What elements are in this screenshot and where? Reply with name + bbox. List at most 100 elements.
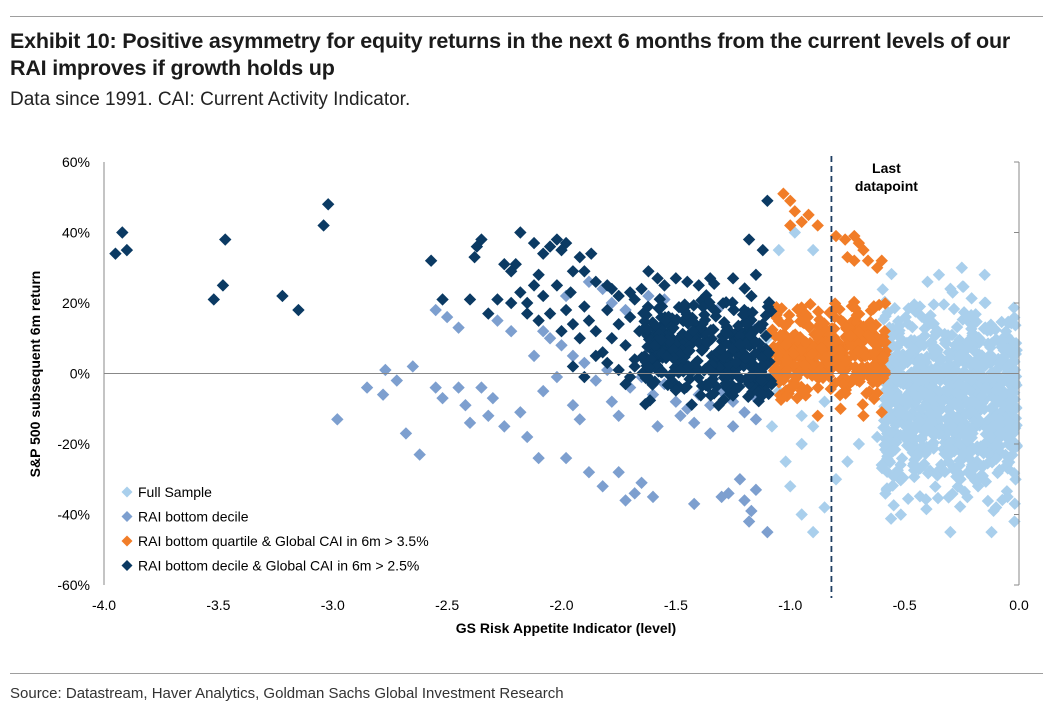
point-series-4	[755, 359, 769, 373]
point-series-1	[995, 377, 1008, 390]
point-series-1	[975, 358, 989, 371]
legend-label: Full Sample	[138, 484, 212, 500]
point-series-1	[1008, 497, 1021, 510]
point-series-3	[784, 194, 797, 207]
point-series-1	[889, 366, 902, 379]
point-series-4	[759, 342, 773, 356]
point-series-4	[759, 329, 773, 343]
point-series-1	[963, 407, 976, 420]
point-series-3	[802, 208, 815, 222]
chart-title: Exhibit 10: Positive asymmetry for equit…	[10, 29, 1011, 80]
point-series-4	[555, 325, 568, 338]
point-series-1	[952, 459, 966, 472]
point-series-1	[942, 491, 955, 504]
point-series-2	[429, 381, 442, 394]
point-series-4	[559, 236, 573, 250]
point-series-3	[829, 229, 843, 243]
point-series-1	[952, 378, 966, 391]
point-series-4	[761, 300, 775, 313]
y-axis-title: S&P 500 subsequent 6m return	[27, 271, 43, 478]
point-series-1	[937, 298, 951, 311]
point-series-1	[901, 492, 915, 505]
point-series-4	[689, 356, 702, 370]
point-series-3	[822, 370, 836, 383]
point-series-1	[908, 389, 922, 402]
point-series-2	[532, 451, 545, 465]
point-series-1	[950, 411, 963, 424]
point-series-1	[913, 357, 926, 371]
point-series-1	[932, 405, 946, 418]
point-series-1	[891, 390, 904, 404]
point-series-2	[749, 483, 763, 497]
point-series-4	[686, 324, 700, 338]
point-series-1	[969, 357, 982, 370]
point-series-1	[806, 420, 820, 433]
point-series-3	[839, 355, 852, 368]
point-series-4	[537, 289, 550, 303]
point-series-4	[687, 316, 701, 329]
point-series-4	[566, 360, 580, 373]
point-series-1	[818, 395, 831, 408]
point-series-1	[985, 525, 998, 539]
point-series-4	[578, 370, 591, 384]
point-series-2	[413, 448, 426, 461]
point-series-4	[726, 389, 740, 402]
point-series-1	[943, 357, 956, 371]
point-series-2	[440, 310, 454, 324]
point-series-2	[749, 413, 763, 426]
point-series-1	[972, 415, 986, 429]
point-series-1	[932, 268, 946, 281]
point-series-3	[870, 261, 884, 274]
point-series-4	[116, 226, 129, 239]
point-series-4	[748, 347, 762, 360]
point-series-1	[946, 421, 959, 434]
point-series-4	[682, 360, 695, 373]
point-series-4	[682, 344, 695, 358]
point-series-4	[680, 380, 693, 394]
point-series-1	[966, 394, 979, 408]
y-tick-label: -40%	[57, 507, 90, 523]
point-series-3	[839, 321, 853, 334]
point-series-1	[993, 463, 1006, 477]
point-series-2	[733, 473, 747, 486]
point-series-1	[896, 471, 910, 484]
point-series-1	[955, 342, 968, 356]
point-series-1	[933, 385, 946, 398]
point-series-1	[948, 396, 961, 409]
point-series-1	[946, 487, 959, 501]
point-series-4	[537, 247, 550, 260]
point-series-4	[635, 282, 648, 296]
point-series-4	[738, 282, 751, 295]
legend-label: RAI bottom decile & Global CAI in 6m > 2…	[138, 558, 419, 574]
point-series-3	[872, 344, 886, 358]
point-series-1	[993, 427, 1006, 440]
point-series-4	[745, 313, 758, 327]
point-series-1	[1002, 415, 1015, 429]
point-series-2	[651, 420, 664, 433]
point-series-3	[787, 347, 800, 361]
point-series-2	[543, 332, 557, 345]
ticks-layer: -4.0 -3.5 -3.0 -2.5 -2.0 -1.5 -1.0 -0.5 0.0 60% 40…	[57, 154, 1029, 613]
point-series-2	[646, 490, 660, 504]
point-series-4	[559, 303, 573, 317]
point-series-4	[589, 275, 603, 289]
point-series-1	[950, 320, 964, 334]
point-series-4	[731, 369, 744, 382]
y-tick-label: 20%	[62, 295, 90, 311]
point-series-3	[816, 336, 829, 349]
point-series-4	[589, 325, 603, 338]
point-series-1	[921, 467, 935, 480]
point-series-3	[813, 313, 826, 326]
point-series-4	[712, 399, 725, 412]
point-series-1	[975, 390, 988, 403]
point-series-4	[504, 265, 518, 278]
point-series-1	[900, 439, 914, 452]
point-series-1	[978, 296, 991, 310]
point-series-1	[879, 487, 892, 500]
point-series-1	[956, 280, 969, 293]
point-series-1	[912, 375, 926, 388]
point-series-3	[794, 344, 808, 358]
point-series-4	[653, 293, 666, 306]
point-series-3	[790, 371, 803, 385]
